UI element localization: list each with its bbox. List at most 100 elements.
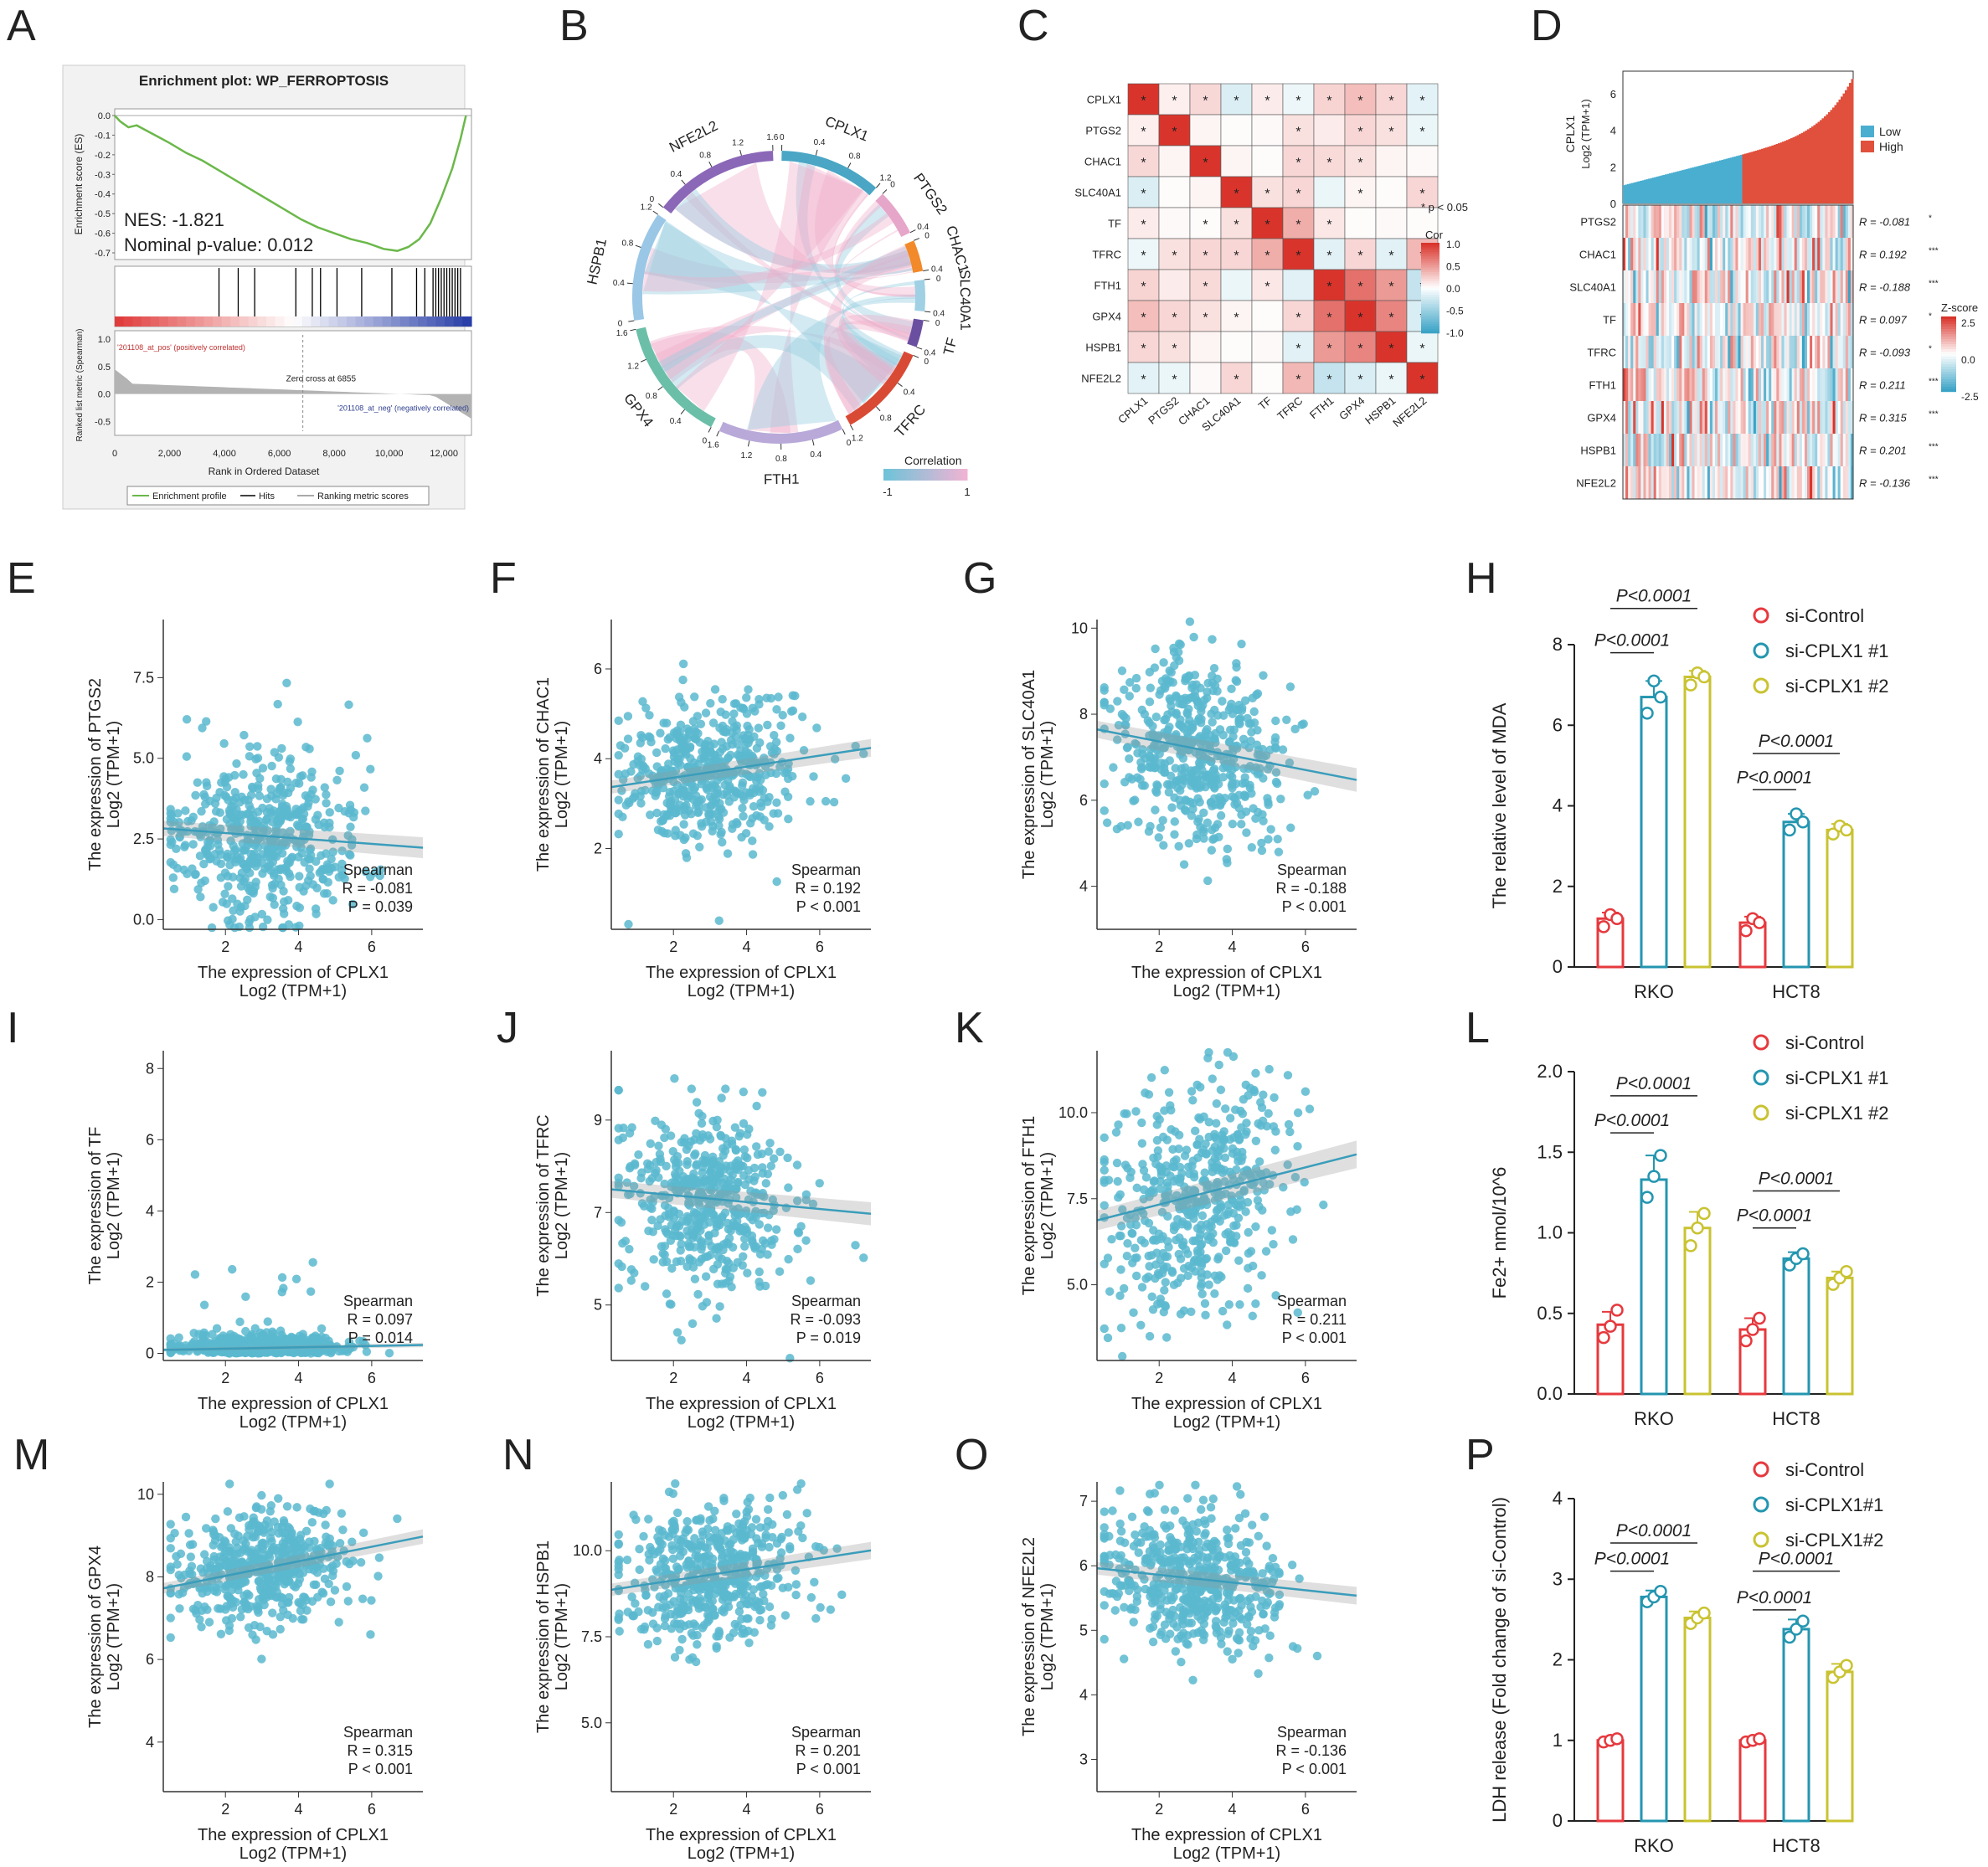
heat-cell — [1648, 466, 1652, 499]
heat-cell — [1771, 238, 1774, 270]
heat-cell — [1684, 205, 1687, 238]
heat-cell — [1728, 434, 1731, 466]
scatter-point — [320, 783, 329, 792]
scatter-point — [1210, 1133, 1219, 1142]
scatter-point — [1259, 816, 1268, 825]
expr-bar — [1771, 145, 1774, 203]
heat-cell — [1835, 466, 1839, 499]
scatter-point — [1215, 1271, 1224, 1280]
corr-cell — [1282, 269, 1315, 301]
heat-cell — [1715, 336, 1718, 368]
scatter-point — [770, 749, 779, 759]
zlegend-cell — [1941, 327, 1956, 330]
heat-cell — [1709, 434, 1713, 466]
heat-cell — [1845, 401, 1849, 434]
scatter-point — [660, 1250, 669, 1259]
scatter-point — [1256, 1098, 1265, 1107]
heat-cell — [1694, 336, 1698, 368]
scatter-point — [1271, 716, 1280, 726]
scatter-point — [1183, 773, 1193, 783]
heat-cell — [1812, 270, 1815, 303]
scatter-point — [166, 1340, 175, 1350]
heat-cell — [1781, 238, 1785, 270]
scatter-point — [1240, 696, 1250, 706]
scatter-point — [1107, 1235, 1116, 1244]
heat-cell — [1676, 336, 1680, 368]
heat-cell — [1781, 303, 1785, 336]
heat-cell — [1810, 466, 1813, 499]
scatter-point — [1175, 1233, 1184, 1242]
scatter-point — [169, 884, 179, 894]
heat-cell — [1730, 434, 1733, 466]
heat-cell — [1740, 401, 1744, 434]
scatter-point — [205, 841, 215, 851]
heat-cell — [1825, 303, 1828, 336]
zlegend-cell — [1941, 362, 1956, 365]
chord-legend-cell — [959, 469, 961, 481]
heat-cell — [1715, 270, 1718, 303]
heat-cell — [1779, 434, 1782, 466]
scatter-point — [1221, 1246, 1231, 1256]
scatter-point — [1208, 1167, 1218, 1177]
es-plot-frame — [114, 108, 472, 260]
heat-cell — [1810, 401, 1813, 434]
expr-bar — [1740, 154, 1743, 203]
heat-cell — [1781, 434, 1785, 466]
expr-bar — [1820, 120, 1822, 203]
expr-bar — [1821, 118, 1825, 203]
scatter-point — [672, 804, 681, 813]
scatter-point — [338, 1525, 348, 1535]
scatter-point — [614, 751, 623, 760]
heat-cell — [1799, 434, 1803, 466]
scatter-point — [1126, 1167, 1136, 1177]
scatter-point — [1270, 1145, 1280, 1155]
heat-cell — [1630, 336, 1634, 368]
corr-cell — [1251, 176, 1284, 208]
scatter-point — [1213, 674, 1222, 684]
heat-cell — [1697, 303, 1701, 336]
heat-cell — [1651, 205, 1655, 238]
es-ylabel: Enrichment score (ES) — [73, 134, 85, 235]
scatter-point — [1305, 1104, 1315, 1114]
scatter-point — [1185, 693, 1194, 703]
heat-cell — [1786, 205, 1790, 238]
heat-cell — [1784, 368, 1788, 401]
heat-cell — [1835, 238, 1839, 270]
scatter-point — [1151, 712, 1161, 722]
heat-cell — [1653, 401, 1657, 434]
heat-cell — [1679, 368, 1682, 401]
heat-cell — [1648, 401, 1652, 434]
scatter-point — [662, 1257, 672, 1267]
panel-letters: A B C DE F G HI J K LM N O P — [7, 2, 1563, 1479]
scatter-point — [815, 1179, 824, 1188]
heat-cell — [1718, 205, 1721, 238]
heat-cell — [1728, 336, 1731, 368]
scatter-point — [1100, 1324, 1109, 1334]
x-tick: 4 — [743, 1370, 751, 1386]
scatter-point — [1141, 1274, 1151, 1283]
scatter-point — [223, 872, 233, 881]
scatter-point — [859, 1253, 868, 1263]
heat-cell — [1748, 303, 1752, 336]
scatter-point — [660, 1201, 670, 1210]
heat-cell — [1661, 368, 1665, 401]
rank-ytick: -0.5 — [95, 417, 111, 427]
corr-cell — [1313, 176, 1346, 208]
heat-cell — [1764, 238, 1767, 270]
chord-tick — [708, 427, 712, 433]
scatter-point — [168, 873, 178, 882]
scatter-point — [1290, 724, 1300, 734]
scatter-point — [636, 771, 645, 780]
scatter-point — [697, 1119, 707, 1129]
corr-row-label: HSPB1 — [1085, 342, 1121, 354]
heat-cell — [1796, 303, 1800, 336]
scatter-point — [657, 816, 666, 826]
expr-bar — [1736, 156, 1738, 203]
scatter-point — [652, 1165, 661, 1175]
scatter-point — [325, 818, 334, 828]
scatter-point — [295, 903, 305, 913]
heat-cell — [1633, 368, 1636, 401]
heat-cell — [1745, 368, 1749, 401]
scatter-point — [215, 808, 225, 817]
heat-cell — [1676, 434, 1680, 466]
